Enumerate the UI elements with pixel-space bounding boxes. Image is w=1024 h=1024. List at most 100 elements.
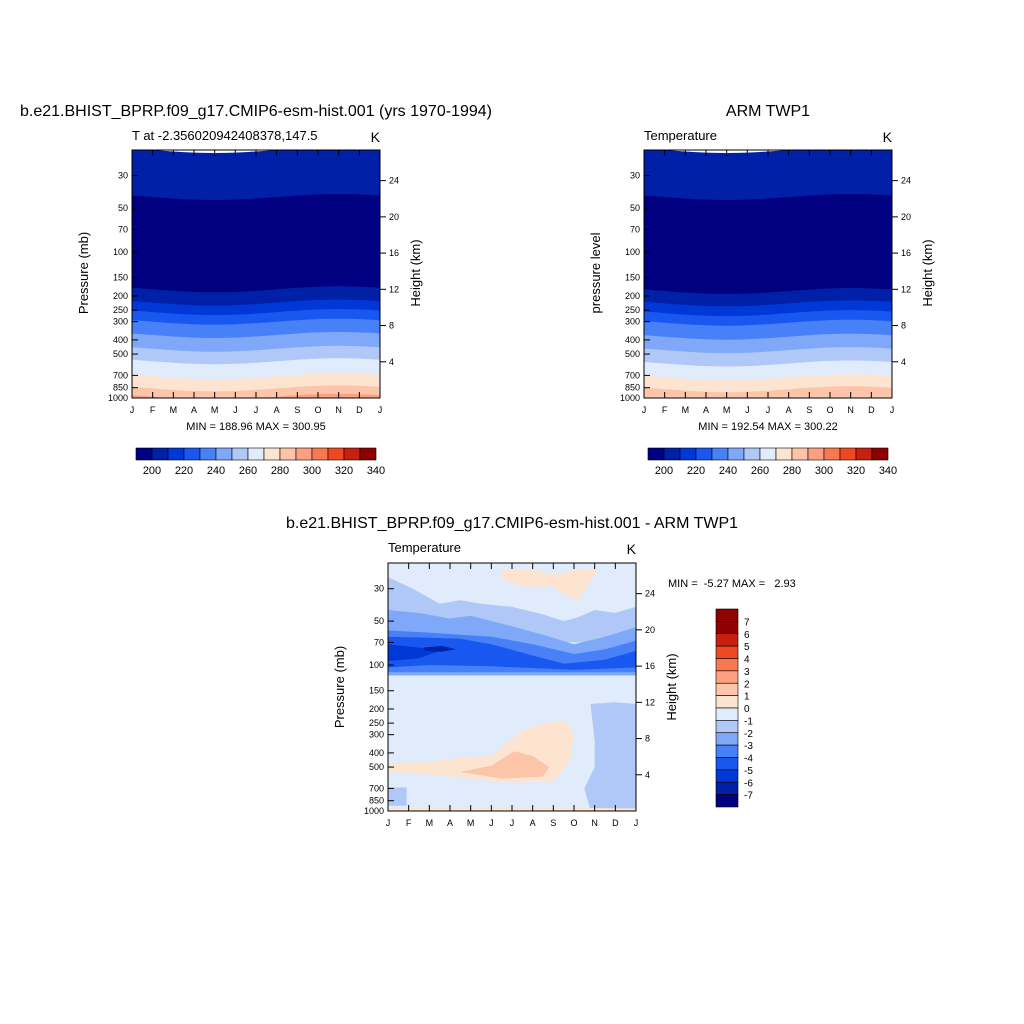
panel-obs-stats: MIN = 192.54 MAX = 300.22: [698, 421, 837, 433]
y-right-tick-label-model: 16: [389, 248, 399, 258]
y-right-tick-label-obs: 12: [901, 284, 911, 294]
colorbar-label-diff: -7: [744, 791, 753, 802]
y-tick-label-obs: 1000: [620, 393, 640, 403]
y-right-tick-label-diff: 20: [645, 625, 655, 635]
y-tick-label-diff: 200: [369, 704, 384, 714]
colorbar-box-obs: [759, 447, 777, 461]
y-right-tick-label-diff: 8: [645, 734, 650, 744]
panel-obs-ylabel: pressure level: [588, 232, 603, 313]
panel-obs-left-string: Temperature: [644, 128, 717, 143]
x-tick-label-obs: M: [723, 405, 731, 415]
x-tick-label-model: N: [335, 405, 342, 415]
colorbar-box-model: [167, 447, 185, 461]
y-tick-label-obs: 500: [625, 349, 640, 359]
y-tick-label-model: 850: [113, 383, 128, 393]
y-right-tick-label-model: 20: [389, 212, 399, 222]
colorbar-box-diff: [715, 720, 739, 734]
panel-model-ylabel: Pressure (mb): [76, 232, 91, 314]
x-tick-label-obs: J: [890, 405, 895, 415]
colorbar-label-obs: 240: [719, 465, 737, 477]
colorbar-box-model: [199, 447, 217, 461]
colorbar-label-model: 340: [367, 465, 385, 477]
colorbar-box-model: [295, 447, 313, 461]
y-tick-label-obs: 150: [625, 273, 640, 283]
x-tick-label-model: M: [170, 405, 178, 415]
colorbar-box-obs: [823, 447, 841, 461]
colorbar-label-model: 240: [207, 465, 225, 477]
panel-model-ylabel-right: Height (km): [408, 239, 423, 306]
colorbar-box-model: [215, 447, 233, 461]
colorbar-label-obs: 340: [879, 465, 897, 477]
y-right-tick-label-diff: 24: [645, 589, 655, 599]
colorbar-box-obs: [807, 447, 825, 461]
colorbar-label-obs: 260: [751, 465, 769, 477]
y-tick-label-model: 300: [113, 317, 128, 327]
x-tick-label-diff: J: [634, 818, 639, 828]
colorbar-box-diff: [715, 732, 739, 746]
x-tick-label-obs: A: [703, 405, 709, 415]
colorbar-diff: 7 65 432 10-1 -2-3 -4-5-6 -7: [715, 608, 753, 808]
y-tick-label-diff: 150: [369, 686, 384, 696]
colorbar-box-model: [311, 447, 329, 461]
x-tick-label-obs: N: [847, 405, 854, 415]
colorbar-box-diff: [715, 794, 739, 808]
y-right-tick-label-model: 8: [389, 321, 394, 331]
x-tick-label-model: A: [191, 405, 197, 415]
colorbar-box-obs: [791, 447, 809, 461]
contour-region-diff-4: [388, 644, 440, 662]
panel-diff-ylabel-right: Height (km): [664, 653, 679, 720]
y-tick-label-diff: 50: [374, 616, 384, 626]
colorbar-box-diff: [715, 781, 739, 795]
colorbar-label-obs: 320: [847, 465, 865, 477]
colorbar-label-diff: -6: [744, 778, 753, 789]
contour-region-diff-5: [423, 645, 457, 652]
x-tick-label-obs: A: [786, 405, 792, 415]
colorbar-label-diff: 4: [744, 655, 750, 666]
x-tick-label-diff: A: [447, 818, 453, 828]
colorbar-label-obs: 300: [815, 465, 833, 477]
y-tick-label-obs: 50: [630, 203, 640, 213]
x-tick-label-obs: D: [868, 405, 875, 415]
colorbar-box-obs: [695, 447, 713, 461]
y-tick-label-diff: 250: [369, 718, 384, 728]
y-tick-label-model: 1000: [108, 393, 128, 403]
y-tick-label-model: 30: [118, 171, 128, 181]
y-tick-label-obs: 200: [625, 291, 640, 301]
colorbar-box-model: [231, 447, 249, 461]
y-tick-label-diff: 400: [369, 748, 384, 758]
colorbar-box-model: [359, 447, 377, 461]
colorbar-box-diff: [715, 621, 739, 635]
y-right-tick-label-model: 24: [389, 176, 399, 186]
y-tick-label-diff: 70: [374, 637, 384, 647]
panel-obs: ARM TWP1 Temperature K J F M A M J J A S O N D J 30 50…: [588, 103, 935, 477]
colorbar-box-obs: [727, 447, 745, 461]
contour-band-model-1: [132, 194, 380, 229]
colorbar-box-obs: [839, 447, 857, 461]
colorbar-label-diff: -4: [744, 754, 753, 765]
colorbar-box-diff: [715, 633, 739, 647]
x-tick-label-diff: F: [406, 818, 412, 828]
colorbar-obs: 200 220 240 260 280 300 320 340: [647, 447, 897, 477]
colorbar-box-diff: [715, 658, 739, 672]
colorbar-box-model: [151, 447, 169, 461]
x-tick-label-diff: O: [570, 818, 577, 828]
x-tick-label-obs: F: [662, 405, 668, 415]
colorbar-label-model: 220: [175, 465, 193, 477]
contour-band-model-2: [132, 221, 380, 278]
y-tick-label-obs: 850: [625, 383, 640, 393]
y-tick-label-diff: 700: [369, 783, 384, 793]
y-tick-label-obs: 300: [625, 317, 640, 327]
y-tick-label-diff: 850: [369, 796, 384, 806]
x-tick-label-model: J: [130, 405, 135, 415]
colorbar-box-diff: [715, 744, 739, 758]
x-tick-label-diff: J: [386, 818, 391, 828]
x-tick-label-model: D: [356, 405, 363, 415]
colorbar-label-diff: -1: [744, 716, 753, 727]
contour-region-diff-3: [388, 636, 636, 670]
colorbar-box-diff: [715, 670, 739, 684]
contour-region-diff-7: [584, 702, 636, 811]
colorbar-box-obs: [679, 447, 697, 461]
colorbar-box-model: [183, 447, 201, 461]
contour-fill-model: [132, 150, 380, 398]
colorbar-box-obs: [663, 447, 681, 461]
